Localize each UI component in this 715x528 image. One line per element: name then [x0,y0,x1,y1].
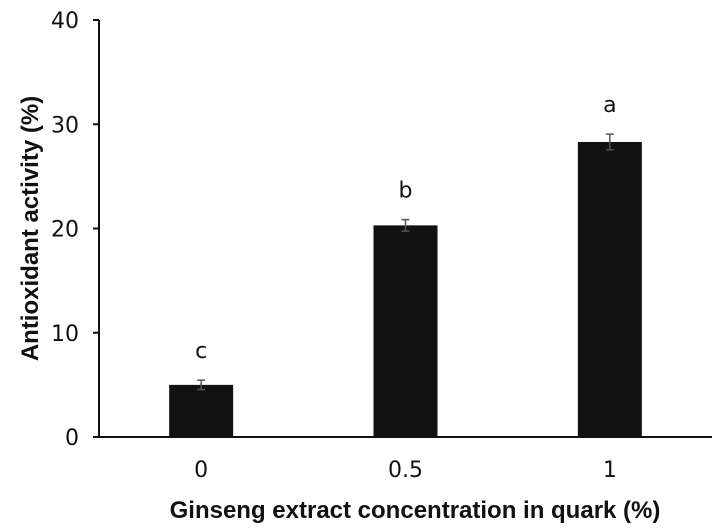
significance-letter: b [399,179,413,204]
bar-0.5 [373,225,438,437]
y-ticks: 0 10 20 30 40 [51,9,99,451]
x-tick-label: 0 [194,458,208,483]
x-tick-label: 0.5 [388,458,423,483]
y-tick-label: 10 [51,322,79,347]
significance-letter: a [603,93,616,118]
significance-letter: c [195,339,207,364]
y-tick-label: 40 [51,9,79,34]
x-tick-label: 1 [603,458,617,483]
plot-area: c b a [169,93,642,437]
x-axis-title: Ginseng extract concentration in quark (… [170,497,661,524]
y-tick-label: 30 [51,113,79,138]
bar-0 [169,384,234,437]
y-tick-label: 0 [65,426,79,451]
x-ticks: 0 0.5 1 [194,458,617,483]
y-tick-label: 20 [51,218,79,243]
y-axis-title: Antioxidant activity (%) [17,96,44,361]
bar-1 [577,141,642,437]
